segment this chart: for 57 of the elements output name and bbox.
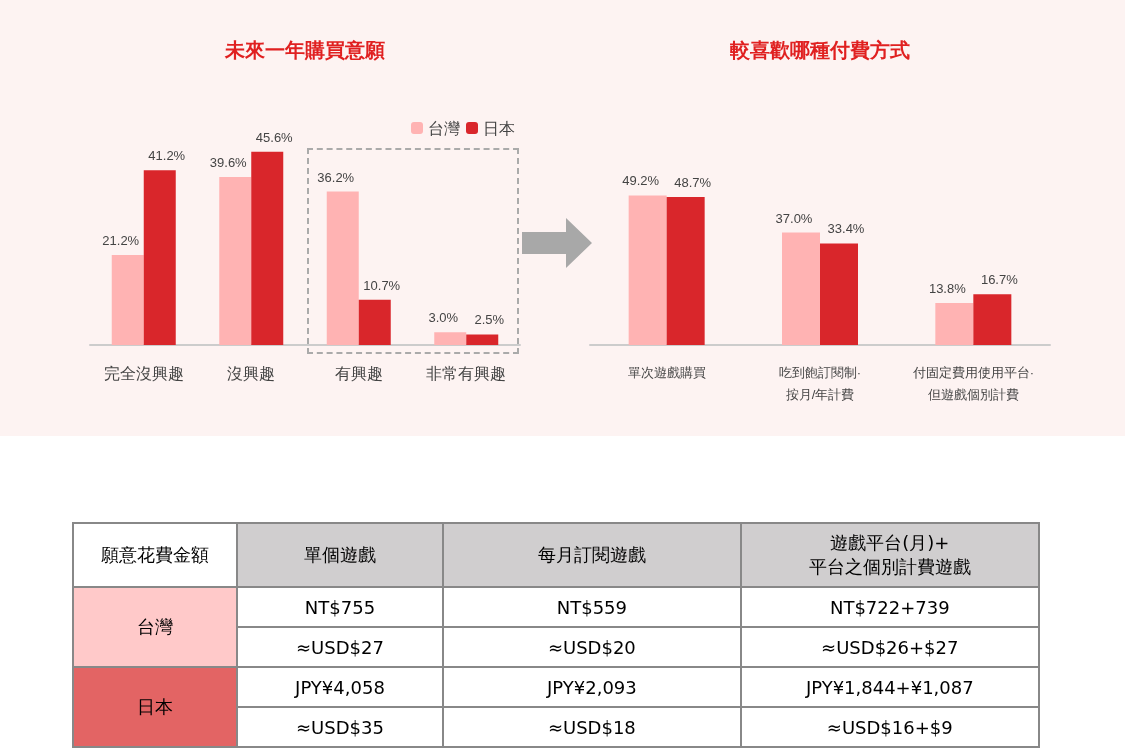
- x-tick-label: 吃到飽訂閱制· 按月/年計費: [778, 364, 862, 402]
- data-label: 10.7%: [363, 277, 401, 293]
- legend-label: 日本: [483, 119, 515, 137]
- text: ≈USD$26+$27: [821, 636, 959, 658]
- text: NT$559: [556, 596, 628, 618]
- text: ≈USD$16+$9: [826, 716, 953, 738]
- bar: [434, 332, 467, 345]
- x-tick-label: 沒興趣: [227, 365, 276, 382]
- bar: [820, 243, 858, 345]
- legend-label: 台灣: [428, 119, 460, 137]
- text: ≈USD$27: [296, 636, 384, 658]
- chart-title: 未來一年購買意願: [224, 39, 385, 61]
- bar: [666, 196, 705, 345]
- text: JPY¥1,844+¥1,087: [805, 676, 974, 698]
- x-tick-label: 單次遊戲購買: [627, 364, 706, 380]
- data-label: 37.0%: [775, 210, 813, 226]
- data-label: 2.5%: [474, 312, 505, 328]
- text: ≈USD$18: [547, 716, 636, 738]
- category-label: 每月訂閱遊戲: [443, 523, 741, 587]
- category-label: 日本: [136, 696, 173, 717]
- chart-title: 較喜歡哪種付費方式: [729, 39, 910, 61]
- data-label: 45.6%: [255, 129, 294, 145]
- data-label: 21.2%: [102, 233, 140, 249]
- text: JPY¥2,093: [547, 676, 637, 698]
- category-label: 台灣: [136, 616, 173, 637]
- text: ≈USD$35: [296, 716, 384, 738]
- bar: [466, 334, 499, 345]
- bar: [326, 191, 359, 345]
- text: NT$722+739: [829, 596, 950, 618]
- text: 願意花費金額: [73, 523, 237, 587]
- x-tick-label: 付固定費用使用平台· 但遊戲個別計費: [911, 364, 1035, 402]
- bar: [111, 255, 144, 345]
- text: ≈USD$20: [547, 636, 636, 658]
- bar: [143, 170, 176, 345]
- data-label: 3.0%: [428, 310, 459, 326]
- data-label: 48.7%: [674, 174, 712, 190]
- data-label: 13.8%: [928, 281, 967, 297]
- category-label: 單個遊戲: [236, 523, 444, 587]
- bar: [935, 303, 974, 345]
- x-tick-label: 完全沒興趣: [103, 365, 184, 382]
- data-label: 49.2%: [622, 173, 660, 189]
- bar: [782, 232, 820, 345]
- data-label: 41.2%: [148, 148, 186, 164]
- bar: [973, 294, 1012, 345]
- x-tick-label: 非常有興趣: [426, 365, 507, 382]
- x-tick-label: 有興趣: [334, 365, 383, 382]
- bar: [358, 299, 391, 345]
- text: NT$755: [304, 596, 376, 618]
- bar: [628, 195, 667, 345]
- data-label: 39.6%: [209, 155, 248, 171]
- data-label: 16.7%: [980, 272, 1019, 288]
- data-label: 33.4%: [827, 221, 865, 237]
- bar: [251, 151, 284, 345]
- data-label: 36.2%: [317, 169, 355, 185]
- text: JPY¥4,058: [295, 676, 385, 698]
- bar: [219, 177, 252, 345]
- category-label: 遊戲平台(月)+ 平台之個別計費遊戲: [740, 523, 1039, 587]
